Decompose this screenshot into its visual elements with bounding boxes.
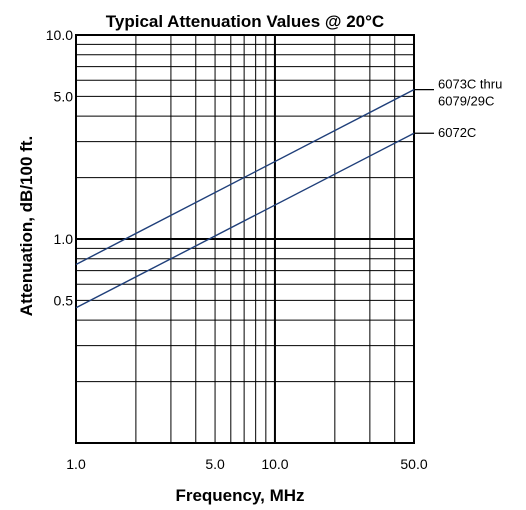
- x-tick-label: 10.0: [261, 456, 288, 472]
- y-tick-label: 5.0: [54, 88, 74, 104]
- chart-title: Typical Attenuation Values @ 20°C: [106, 12, 384, 31]
- y-tick-label: 0.5: [54, 292, 74, 308]
- series-labels: 6073C thru 6079/29C 6072C: [438, 77, 502, 141]
- y-tick-label: 10.0: [46, 27, 73, 43]
- x-tick-label: 50.0: [400, 456, 427, 472]
- x-tick-label: 1.0: [66, 456, 86, 472]
- grid: [75, 34, 415, 444]
- series-label: 6073C thru 6079/29C: [438, 77, 502, 109]
- series-label: 6072C: [438, 125, 476, 140]
- y-tick-label: 1.0: [54, 231, 74, 247]
- x-tick-label: 5.0: [205, 456, 225, 472]
- series-line: [75, 132, 415, 309]
- series-line: [75, 88, 415, 266]
- x-axis-title: Frequency, MHz: [175, 486, 304, 505]
- y-axis-title: Attenuation, dB/100 ft.: [17, 136, 36, 316]
- tick-labels: 1.0 5.0 10.0 50.0 0.5 1.0 5.0 10.0: [46, 27, 428, 472]
- series-lines: [75, 88, 434, 309]
- plot-frame: [75, 34, 415, 444]
